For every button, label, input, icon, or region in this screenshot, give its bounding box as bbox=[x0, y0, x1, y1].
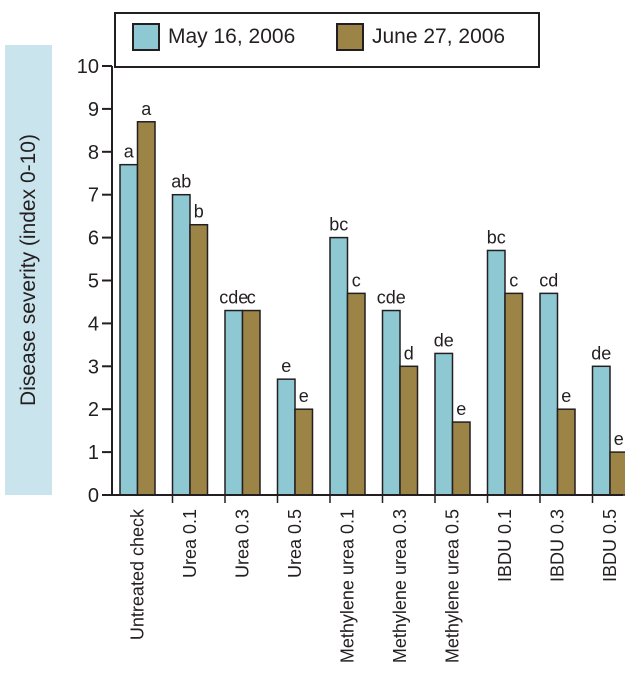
bar-label-june-0: a bbox=[141, 99, 152, 119]
y-tick-label-5: 5 bbox=[88, 271, 99, 293]
bar-label-june-4: c bbox=[352, 270, 361, 290]
bar-may-4 bbox=[329, 236, 349, 496]
y-tick-label-9: 9 bbox=[88, 99, 99, 121]
bar-may-9 bbox=[591, 365, 611, 496]
bar-june-7 bbox=[504, 292, 524, 496]
bar-label-june-8: e bbox=[561, 386, 571, 406]
bar-may-3 bbox=[276, 378, 296, 496]
bar-may-8 bbox=[539, 292, 559, 496]
bar-label-june-3: e bbox=[299, 386, 309, 406]
category-label-6: Methylene urea 0.5 bbox=[443, 509, 463, 663]
y-tick-label-2: 2 bbox=[88, 399, 99, 421]
legend-label-may: May 16, 2006 bbox=[168, 25, 296, 48]
legend-label-june: June 27, 2006 bbox=[372, 25, 506, 48]
bar-label-may-4: bc bbox=[329, 215, 348, 235]
bar-may-1 bbox=[171, 193, 191, 496]
category-label-0: Untreated check bbox=[128, 508, 148, 640]
bar-label-june-1: b bbox=[194, 202, 204, 222]
bar-june-1 bbox=[189, 223, 209, 496]
y-tick-label-7: 7 bbox=[88, 185, 99, 207]
bar-may-5 bbox=[381, 309, 401, 496]
y-tick-label-1: 1 bbox=[88, 442, 99, 464]
y-axis-label-band: Disease severity (index 0-10) bbox=[5, 45, 52, 495]
y-tick-label-4: 4 bbox=[88, 313, 99, 335]
bar-label-june-6: e bbox=[456, 399, 466, 419]
bar-label-may-5: cde bbox=[377, 288, 406, 308]
category-label-4: Methylene urea 0.1 bbox=[338, 509, 358, 663]
bar-label-june-5: d bbox=[404, 343, 414, 363]
bar-label-may-6: de bbox=[434, 330, 454, 350]
category-label-8: IBDU 0.3 bbox=[548, 509, 568, 582]
bar-label-may-3: e bbox=[281, 356, 291, 376]
legend-item-may: May 16, 2006 bbox=[132, 23, 295, 51]
bar-label-may-8: cd bbox=[539, 270, 558, 290]
legend-item-june: June 27, 2006 bbox=[336, 23, 505, 51]
bar-label-may-7: bc bbox=[487, 227, 506, 247]
y-ticks: 0 1 2 3 4 5 6 7 8 9 10 bbox=[77, 56, 112, 507]
bar-june-9 bbox=[609, 451, 625, 496]
category-label-3: Urea 0.5 bbox=[285, 509, 305, 578]
y-tick-label-3: 3 bbox=[88, 356, 99, 378]
bar-may-6 bbox=[434, 352, 454, 496]
category-label-7: IBDU 0.1 bbox=[495, 509, 515, 582]
bar-label-may-0: a bbox=[124, 142, 135, 162]
bar-june-2 bbox=[241, 309, 261, 496]
bar-june-0 bbox=[136, 121, 156, 496]
bar-june-8 bbox=[556, 408, 576, 496]
bar-label-june-2: c bbox=[247, 288, 256, 308]
bar-june-3 bbox=[294, 408, 314, 496]
category-label-9: IBDU 0.5 bbox=[600, 509, 620, 582]
legend: May 16, 2006 June 27, 2006 bbox=[114, 12, 540, 68]
category-label-2: Urea 0.3 bbox=[233, 509, 253, 578]
bar-label-june-7: c bbox=[509, 270, 518, 290]
y-tick-label-6: 6 bbox=[88, 228, 99, 250]
bar-june-4 bbox=[346, 292, 366, 496]
category-label-5: Methylene urea 0.3 bbox=[390, 509, 410, 663]
bar-may-7 bbox=[486, 249, 506, 496]
bar-june-5 bbox=[399, 365, 419, 496]
bar-june-6 bbox=[451, 421, 471, 496]
y-tick-label-10: 10 bbox=[77, 56, 99, 78]
bar-may-0 bbox=[119, 163, 139, 496]
bars bbox=[119, 121, 625, 496]
bar-label-june-9: e bbox=[614, 429, 624, 449]
bar-may-2 bbox=[224, 309, 244, 496]
bar-label-may-1: ab bbox=[171, 172, 191, 192]
category-labels: Untreated check Urea 0.1 Urea 0.3 Urea 0.5 M… bbox=[128, 495, 620, 663]
y-tick-label-8: 8 bbox=[88, 142, 99, 164]
bar-label-may-9: de bbox=[591, 343, 611, 363]
category-label-1: Urea 0.1 bbox=[180, 509, 200, 578]
y-tick-label-0: 0 bbox=[88, 485, 99, 507]
bar-label-may-2: cde bbox=[219, 288, 248, 308]
legend-swatch-june bbox=[336, 23, 364, 51]
legend-swatch-may bbox=[132, 23, 160, 51]
